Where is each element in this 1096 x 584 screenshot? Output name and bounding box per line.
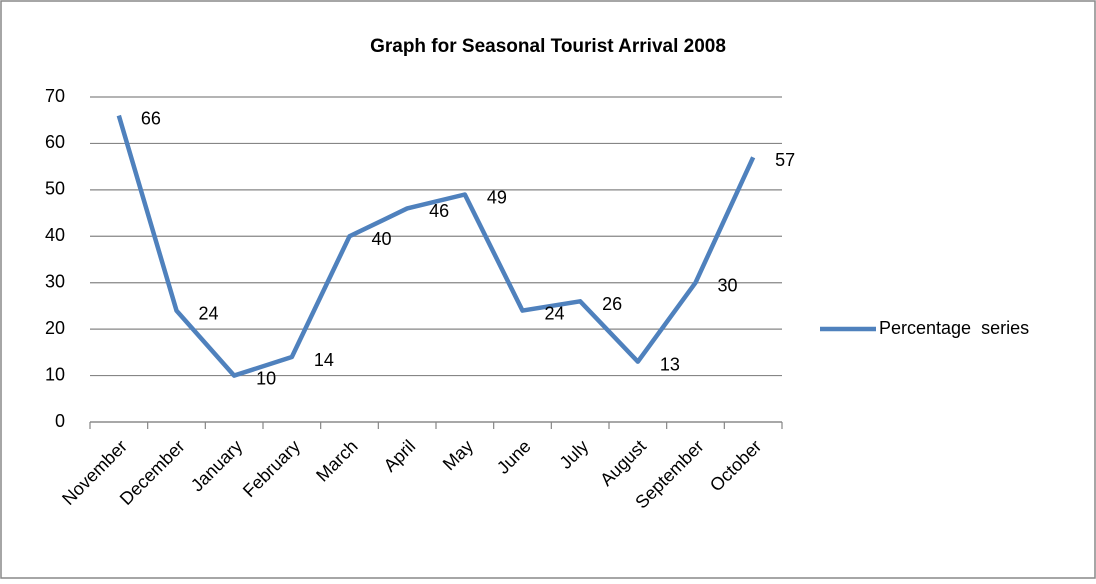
data-label: 13	[660, 354, 680, 374]
y-tick-label: 40	[45, 225, 65, 245]
data-label: 24	[545, 303, 565, 323]
data-label: 26	[602, 294, 622, 314]
y-tick-label: 30	[45, 271, 65, 291]
chart-title: Graph for Seasonal Tourist Arrival 2008	[370, 36, 726, 57]
data-label: 24	[199, 303, 219, 323]
data-label: 10	[256, 368, 276, 388]
y-tick-label: 0	[55, 411, 65, 431]
data-label: 46	[429, 201, 449, 221]
data-label: 40	[372, 229, 392, 249]
data-label: 49	[487, 187, 507, 207]
y-tick-label: 50	[45, 179, 65, 199]
y-tick-label: 60	[45, 132, 65, 152]
data-label: 57	[775, 150, 795, 170]
y-tick-label: 20	[45, 318, 65, 338]
data-label: 14	[314, 350, 334, 370]
y-tick-label: 70	[45, 86, 65, 106]
y-tick-label: 10	[45, 364, 65, 384]
data-label: 30	[718, 275, 738, 295]
line-series	[116, 114, 756, 378]
legend-label: Percentage series	[879, 318, 1029, 338]
data-label: 66	[141, 108, 161, 128]
